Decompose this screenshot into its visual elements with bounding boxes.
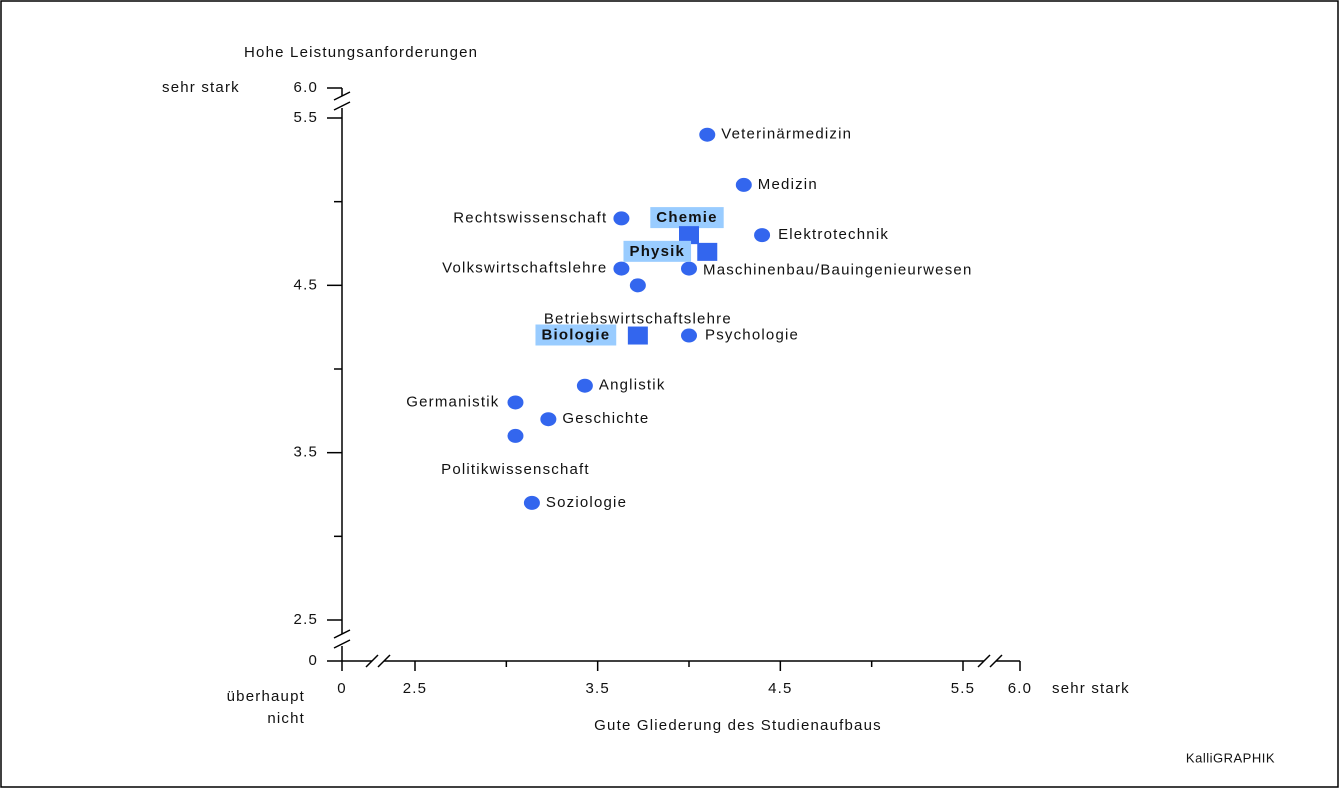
credit: KalliGRAPHIK: [1186, 750, 1275, 765]
point: [540, 412, 557, 427]
point-label: Anglistik: [599, 377, 666, 394]
x-tick-label: 5.5: [951, 680, 975, 697]
y-axis-title: Hohe Leistungsanforderungen: [244, 44, 478, 61]
low-label: überhaupt: [227, 688, 305, 705]
y-tick-label: 0: [308, 652, 318, 669]
point: [681, 261, 697, 276]
point-label: Veterinärmedizin: [721, 126, 852, 143]
y-tick-label: 5.5: [294, 109, 318, 126]
point-label: Maschinenbau/Bauingenieurwesen: [703, 262, 973, 279]
point-label: Geschichte: [562, 410, 649, 427]
point: [523, 495, 540, 510]
point-label: Rechtswissenschaft: [453, 209, 607, 226]
point: [576, 378, 593, 393]
axis-break: [977, 654, 1003, 668]
x-tick-label: 6.0: [1008, 680, 1032, 697]
y-tick-label: 2.5: [294, 611, 318, 628]
point: [613, 211, 630, 226]
point-label: Germanistik: [406, 393, 499, 410]
x-tick-label: 4.5: [768, 680, 792, 697]
point: [629, 278, 646, 293]
point-label: Elektrotechnik: [778, 226, 889, 243]
y-tick-label: 3.5: [294, 444, 318, 461]
point-label: Soziologie: [546, 494, 627, 511]
label-highlight: [535, 324, 617, 346]
axis-break: [333, 629, 351, 649]
point: [613, 261, 630, 276]
point: [679, 226, 699, 245]
point: [681, 328, 697, 343]
point-label: Betriebswirtschaftslehre: [544, 310, 732, 327]
x-tick-label: 2.5: [403, 680, 427, 697]
y-high-label: sehr stark: [162, 79, 240, 96]
point: [697, 242, 718, 261]
point-label: Politikwissenschaft: [441, 461, 590, 478]
point: [735, 177, 752, 192]
x-axis-title: Gute Gliederung des Studienaufbaus: [594, 717, 882, 734]
point-label: Volkswirtschaftslehre: [442, 260, 607, 277]
axis-break: [333, 91, 351, 111]
point-label: Psychologie: [705, 327, 799, 344]
point: [754, 228, 771, 243]
point-label: Physik: [629, 243, 685, 260]
label-highlight: [623, 240, 692, 262]
y-tick-label: 6.0: [294, 79, 318, 96]
point: [627, 326, 648, 345]
low-label: nicht: [267, 710, 305, 727]
x-tick-label: 3.5: [585, 680, 609, 697]
x-high-label: sehr stark: [1052, 680, 1130, 697]
y-tick-label: 4.5: [294, 276, 318, 293]
point-label: Biologie: [541, 327, 610, 344]
x-tick-label: 0: [337, 680, 347, 697]
point: [507, 395, 524, 410]
point: [507, 428, 524, 443]
point-label: Medizin: [758, 176, 818, 193]
axis-break: [365, 654, 391, 668]
label-highlight: [650, 207, 724, 229]
point-label: Chemie: [656, 209, 717, 226]
point: [699, 127, 716, 142]
